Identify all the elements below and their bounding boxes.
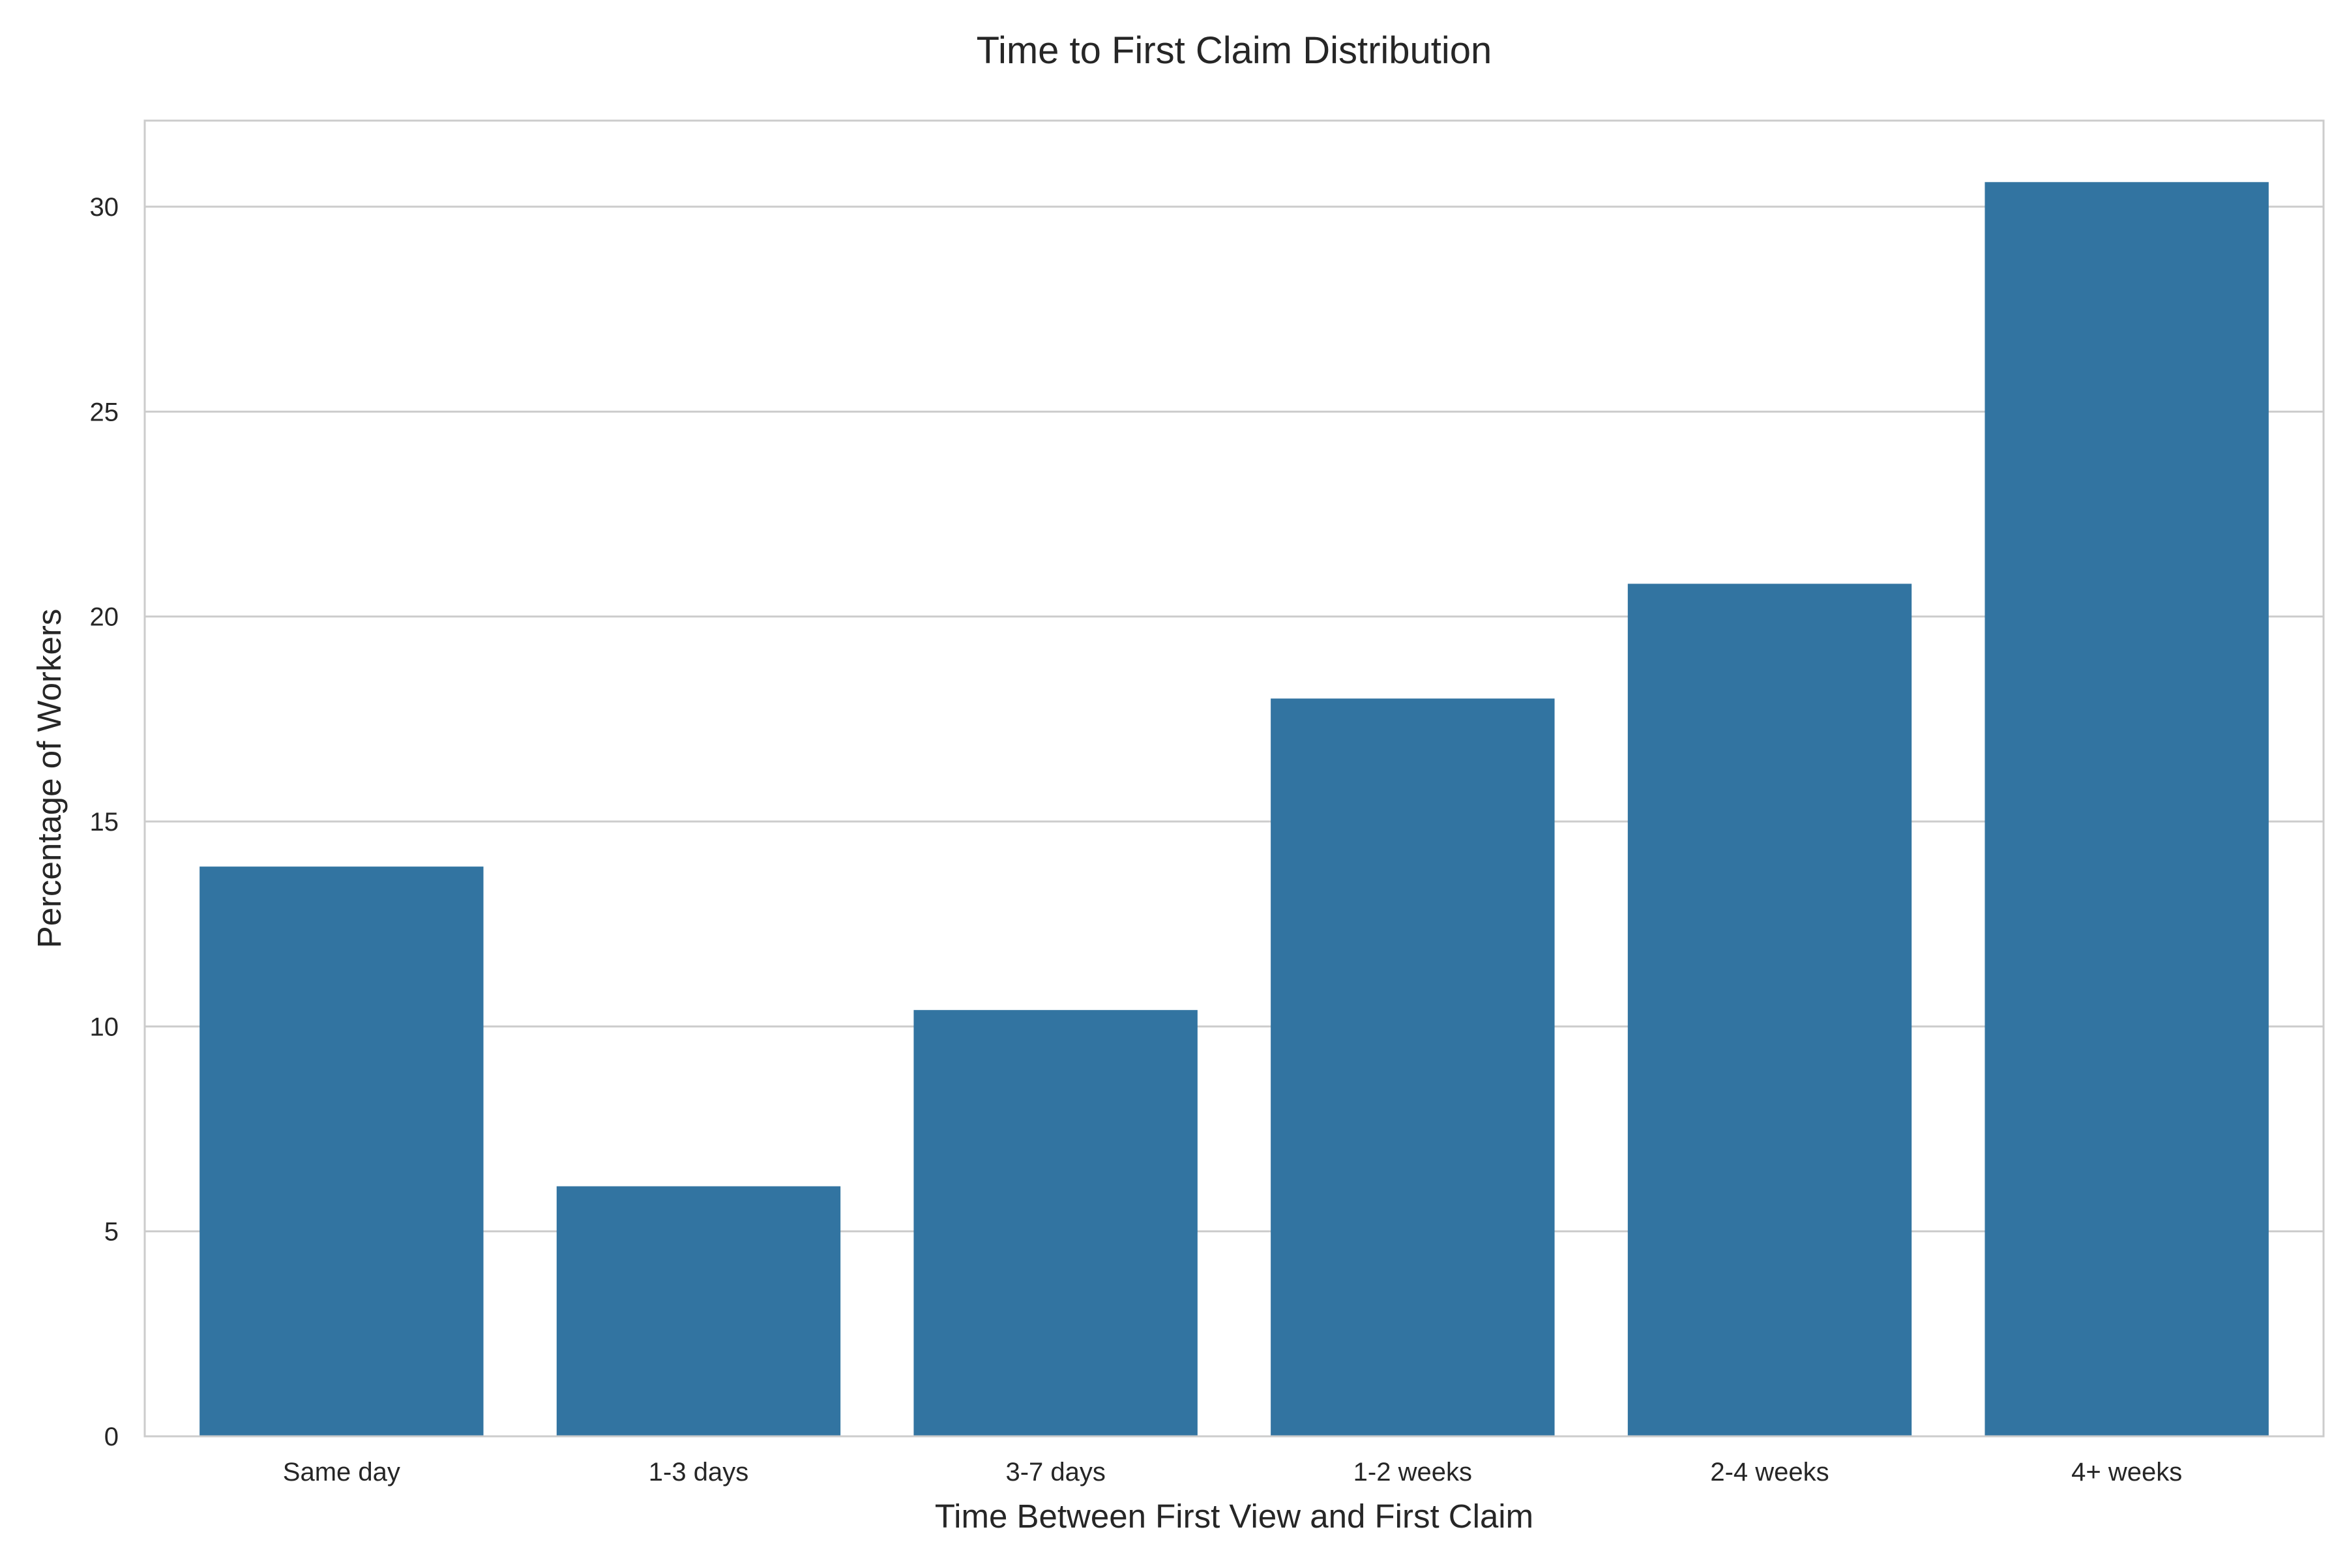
bar-1-3-days (556, 1186, 841, 1436)
bar-3-7-days (913, 1010, 1198, 1436)
bar-1-2-weeks (1271, 698, 1555, 1436)
x-tick-label: 3-7 days (1005, 1458, 1105, 1487)
y-tick-label: 10 (90, 1013, 119, 1041)
y-tick-label: 15 (90, 808, 119, 836)
x-tick-labels: Same day 1-3 days 3-7 days 1-2 weeks 2-4 wee… (283, 1458, 2182, 1487)
bars (199, 182, 2269, 1437)
plot-frame (143, 119, 2325, 1438)
y-tick-label: 0 (104, 1423, 119, 1451)
y-tick-label: 25 (90, 398, 119, 426)
x-tick-label: Same day (283, 1458, 400, 1487)
x-tick-label: 1-3 days (649, 1458, 748, 1487)
bar-2-4-weeks (1627, 584, 1912, 1437)
bar-4-weeks (1985, 182, 2269, 1436)
gridlines (145, 205, 2324, 1233)
chart-title: Time to First Claim Distribution (977, 29, 1492, 72)
y-tick-label: 20 (90, 603, 119, 632)
bar-same-day (199, 866, 484, 1436)
y-tick-label: 5 (104, 1218, 119, 1247)
x-tick-label: 4+ weeks (2071, 1458, 2182, 1487)
y-tick-labels: 0 5 10 15 20 25 30 (90, 193, 119, 1451)
x-tick-label: 2-4 weeks (1710, 1458, 1829, 1487)
x-tick-label: 1-2 weeks (1353, 1458, 1472, 1487)
x-axis-label: Time Between First View and First Claim (935, 1498, 1533, 1535)
y-tick-label: 30 (90, 193, 119, 222)
y-axis-label: Percentage of Workers (31, 609, 68, 949)
